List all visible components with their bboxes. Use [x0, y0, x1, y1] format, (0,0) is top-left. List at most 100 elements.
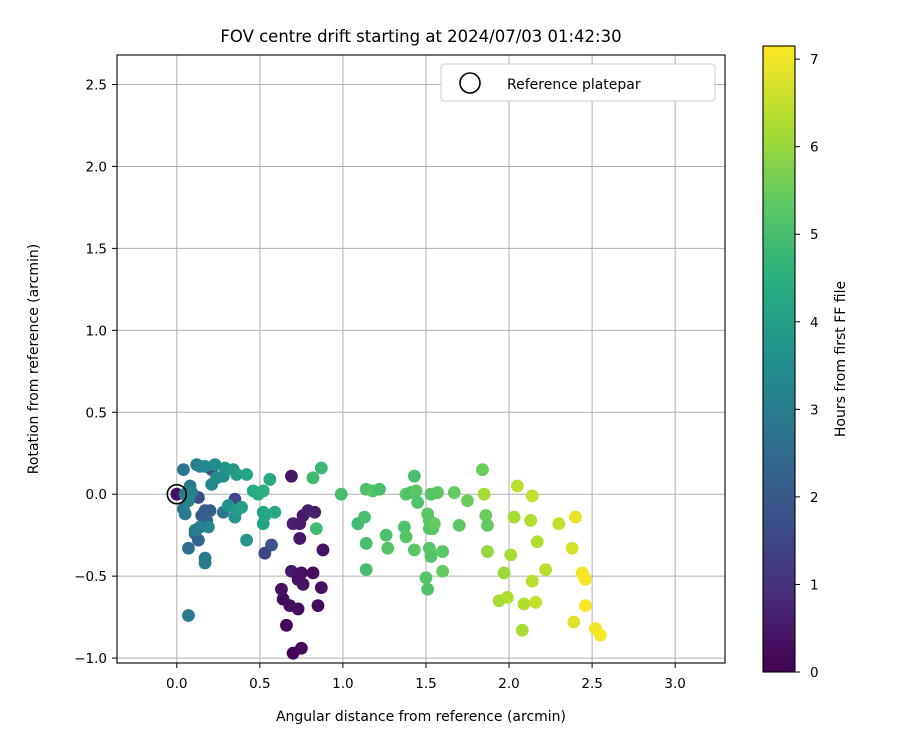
- x-tick-label: 0.0: [166, 676, 187, 692]
- data-point: [579, 573, 592, 586]
- data-point: [265, 538, 278, 552]
- data-point: [507, 510, 521, 524]
- data-point: [427, 517, 441, 531]
- data-point: [477, 487, 491, 501]
- data-point: [530, 535, 544, 549]
- data-point: [407, 469, 421, 483]
- colorbar-tick-label: 0: [810, 665, 819, 681]
- data-point: [476, 463, 489, 477]
- data-point: [525, 574, 539, 588]
- data-point: [497, 566, 511, 580]
- data-point: [256, 484, 270, 498]
- data-point: [276, 592, 290, 606]
- plot-frame: [116, 54, 726, 664]
- data-point: [481, 518, 494, 532]
- data-point: [208, 458, 222, 472]
- colorbar-tick-label: 7: [810, 52, 819, 68]
- data-point: [579, 599, 592, 613]
- data-point: [358, 510, 371, 524]
- chart-title: FOV centre drift starting at 2024/07/03 …: [220, 27, 621, 46]
- y-tick-label: 0.0: [86, 487, 107, 503]
- y-tick-label: 2.5: [86, 77, 107, 93]
- data-point: [539, 563, 552, 576]
- legend: Reference platepar: [440, 63, 716, 102]
- data-point: [411, 495, 425, 509]
- data-point: [407, 543, 421, 557]
- data-point: [294, 641, 308, 655]
- data-point: [569, 510, 582, 524]
- data-point: [311, 599, 325, 613]
- data-point: [296, 577, 310, 591]
- data-point: [258, 509, 272, 522]
- data-point: [314, 581, 328, 595]
- x-tick-label: 0.5: [249, 676, 270, 692]
- legend-box: [440, 63, 716, 102]
- data-point: [309, 522, 323, 536]
- reference-point-ring: [166, 483, 188, 505]
- data-point: [177, 463, 190, 477]
- data-point: [294, 566, 308, 580]
- data-point: [240, 468, 253, 481]
- data-point: [316, 543, 330, 557]
- data-point: [567, 615, 581, 629]
- data-point: [379, 528, 393, 542]
- data-point: [529, 595, 543, 609]
- data-point: [552, 517, 566, 531]
- colorbar-gradient: [762, 45, 796, 673]
- data-point: [447, 486, 461, 499]
- grid: [117, 55, 725, 663]
- colorbar-tick-label: 2: [810, 490, 819, 506]
- colorbar-tick-label: 1: [810, 577, 819, 593]
- data-point: [235, 500, 248, 514]
- data-point: [334, 487, 348, 501]
- data-point: [308, 505, 322, 519]
- data-points: [170, 458, 607, 660]
- data-point: [399, 530, 413, 544]
- data-point: [515, 623, 529, 637]
- data-point: [381, 541, 395, 555]
- x-tick-label: 3.0: [664, 676, 685, 692]
- y-tick-label: 2.0: [86, 159, 107, 175]
- data-point: [263, 473, 277, 486]
- y-axis-label: Rotation from reference (arcmin): [26, 244, 42, 474]
- colorbar-label: Hours from first FF file: [833, 281, 849, 437]
- y-tick-label: 1.5: [86, 241, 107, 257]
- data-point: [461, 494, 474, 508]
- x-tick-label: 1.0: [332, 676, 353, 692]
- data-point: [436, 564, 449, 578]
- data-point: [525, 489, 539, 503]
- colorbar-tick-label: 3: [810, 402, 819, 418]
- colorbar-tick-label: 6: [810, 140, 819, 156]
- y-tick-label: −1.0: [74, 651, 107, 667]
- y-axis-ticks: −1.0 −0.5 0.0 0.5 1.0 1.5 2.0 2.5: [74, 77, 117, 667]
- data-point: [268, 505, 282, 519]
- data-point: [188, 523, 202, 537]
- colorbar-tick-label: 4: [810, 315, 819, 331]
- data-point: [285, 469, 298, 483]
- data-point: [230, 468, 244, 481]
- x-axis-ticks: 0.0 0.5 1.0 1.5 2.0 2.5 3.0: [166, 663, 686, 692]
- data-point: [275, 582, 288, 596]
- x-axis-label: Angular distance from reference (arcmin): [276, 709, 566, 725]
- data-point: [524, 514, 538, 527]
- x-tick-label: 2.5: [581, 676, 602, 692]
- data-point: [431, 486, 445, 499]
- data-point: [419, 571, 433, 585]
- data-point: [198, 556, 212, 570]
- colorbar: 0 1 2 3 4 5 6 7 Hours from first FF file: [762, 45, 849, 681]
- legend-marker-icon: [459, 72, 481, 94]
- data-point: [359, 563, 373, 576]
- data-point: [306, 471, 320, 485]
- data-point: [178, 507, 192, 521]
- data-point: [479, 509, 493, 522]
- data-point: [452, 518, 466, 532]
- data-point: [182, 609, 195, 622]
- data-point: [510, 479, 524, 493]
- data-point: [409, 484, 423, 498]
- y-tick-label: −0.5: [74, 569, 107, 585]
- data-point: [397, 520, 411, 534]
- data-point: [314, 461, 328, 475]
- y-tick-label: 0.5: [86, 405, 107, 421]
- data-point: [565, 541, 579, 555]
- data-point: [421, 582, 435, 596]
